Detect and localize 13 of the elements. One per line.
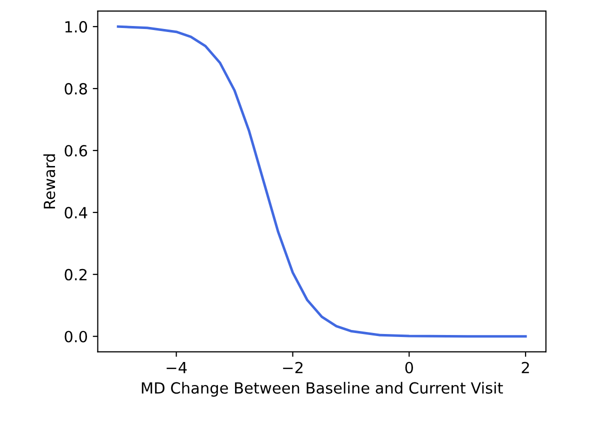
x-tick-label: −4 xyxy=(166,362,187,374)
line-series xyxy=(116,25,527,338)
y-tick-label: 0.4 xyxy=(64,206,88,218)
x-tick-label: 2 xyxy=(522,362,529,374)
y-axis-title: Reward xyxy=(43,154,56,208)
y-tick-label: 0.2 xyxy=(64,268,86,280)
x-tick-label: 0 xyxy=(405,362,413,374)
y-tick-label: 0.8 xyxy=(64,83,87,95)
x-axis-title: MD Change Between Baseline and Current Visit xyxy=(142,382,503,397)
y-tick-label: 0.6 xyxy=(64,144,88,157)
y-tick-label: 0.0 xyxy=(64,330,88,342)
y-tick-label: 1.0 xyxy=(65,21,88,33)
x-tick-label: −2 xyxy=(283,362,302,374)
